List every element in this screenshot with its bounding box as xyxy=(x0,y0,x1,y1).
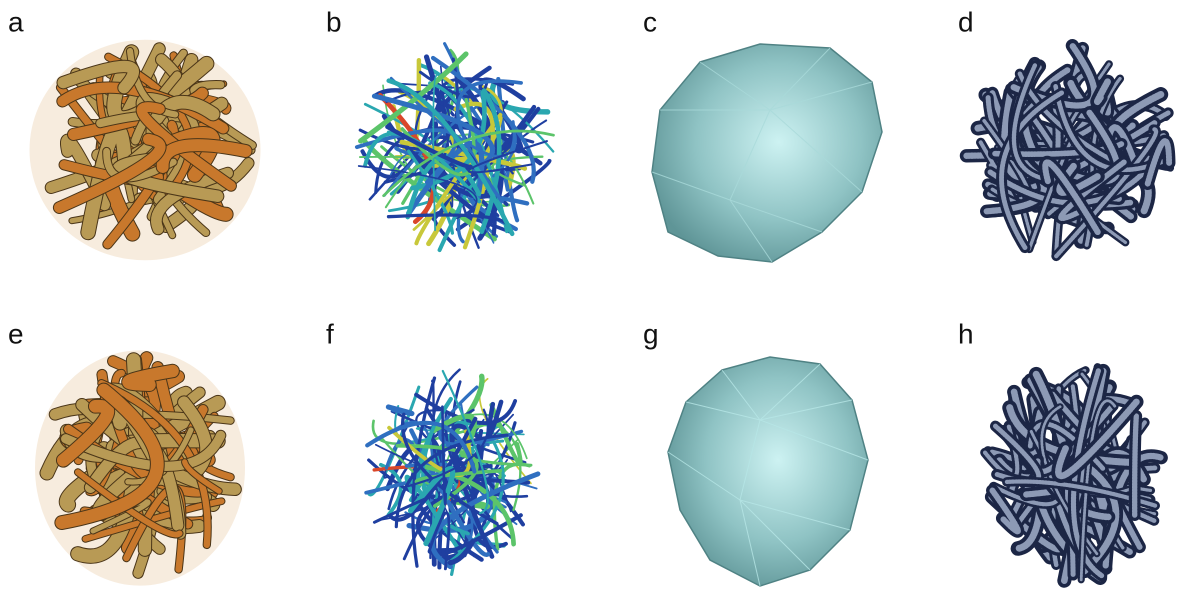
vessel-network xyxy=(357,44,554,250)
panel-label: e xyxy=(8,318,24,349)
panel-label: d xyxy=(958,6,974,37)
panel-label: h xyxy=(958,318,974,349)
panel-label: g xyxy=(643,318,659,349)
vessel-network xyxy=(967,46,1171,257)
panel-label: c xyxy=(643,6,657,37)
panel-label: f xyxy=(326,318,334,349)
vessel-network xyxy=(985,367,1161,581)
vessel-network xyxy=(35,350,245,585)
convex-hull xyxy=(668,357,868,586)
figure: a b c d e f g h xyxy=(0,0,1179,590)
vessel xyxy=(1135,416,1137,515)
panel-label: b xyxy=(326,6,342,37)
panel-label: a xyxy=(8,6,24,37)
convex-hull xyxy=(652,44,882,262)
vessel-network xyxy=(366,370,538,575)
vessel-network xyxy=(30,40,261,261)
